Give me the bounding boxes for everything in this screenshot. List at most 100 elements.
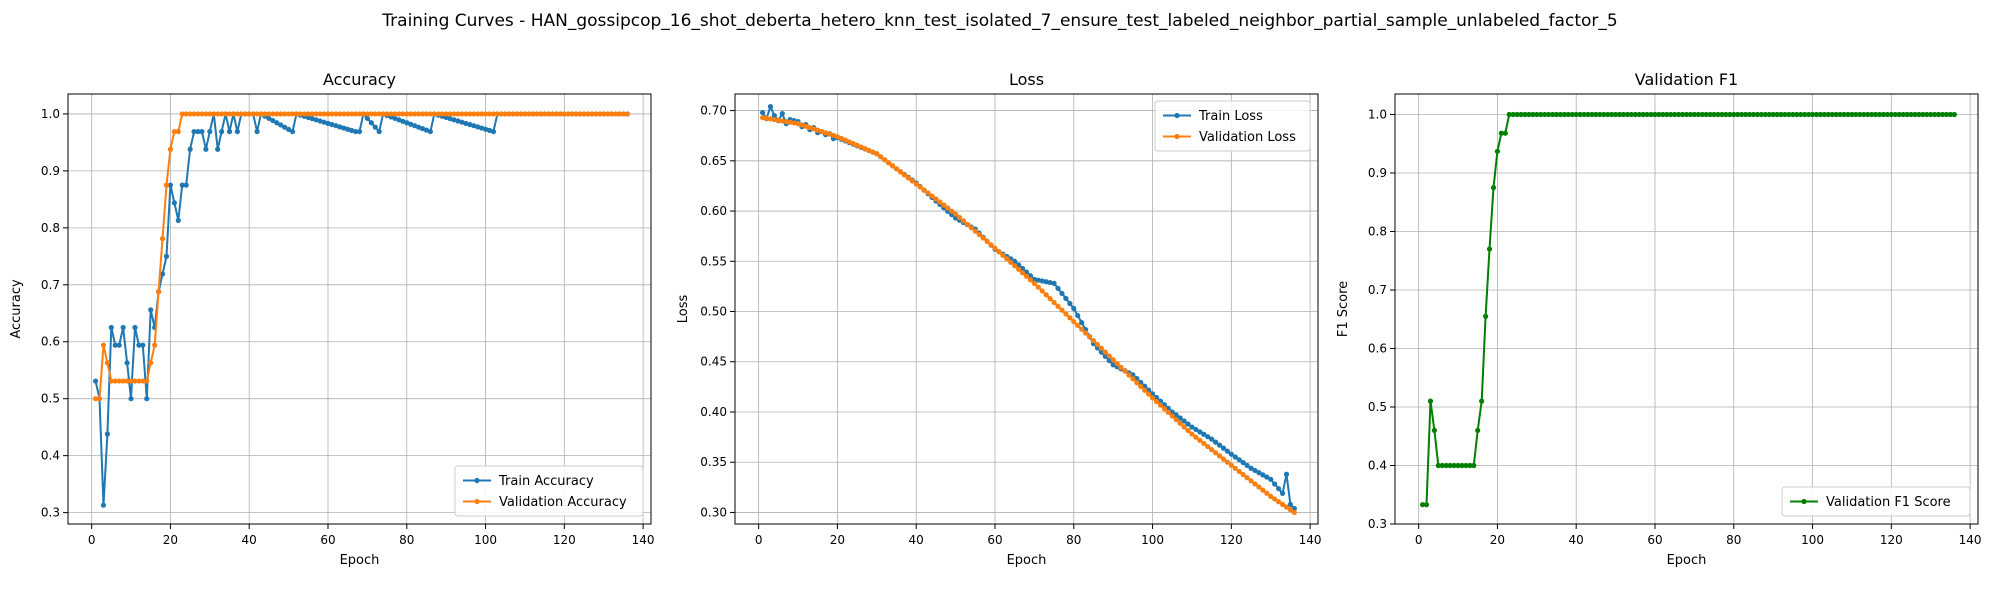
series-point-f1 xyxy=(1943,111,1950,118)
series-point-validation xyxy=(897,169,904,175)
series-point-validation xyxy=(807,124,813,131)
series-point-validation xyxy=(775,117,781,123)
series-point-validation xyxy=(285,111,292,117)
series-point-train xyxy=(1016,262,1022,268)
y-axis-label: Loss xyxy=(676,295,691,324)
series-point-validation xyxy=(171,128,177,135)
x-tick-label: 120 xyxy=(1220,533,1243,547)
series-point-validation xyxy=(1102,349,1108,355)
series-point-train xyxy=(1047,279,1053,286)
series-point-validation xyxy=(988,242,994,248)
series-point-train xyxy=(1291,505,1297,512)
series-point-f1 xyxy=(1506,111,1512,118)
series-point-validation xyxy=(415,111,422,117)
series-point-validation xyxy=(96,396,103,402)
series-point-train xyxy=(1169,409,1175,415)
series-point-f1 xyxy=(1742,111,1749,118)
series-point-validation xyxy=(352,111,359,117)
series-point-train xyxy=(408,121,414,127)
legend-swatch-marker xyxy=(474,477,480,484)
series-point-train xyxy=(1173,412,1179,418)
series-point-validation xyxy=(297,111,304,117)
series-point-validation xyxy=(909,178,915,184)
legend-swatch-marker xyxy=(1174,133,1180,140)
series-point-validation xyxy=(1283,504,1290,510)
series-point-validation xyxy=(949,208,955,214)
y-axis-label: Accuracy xyxy=(9,279,24,339)
series-point-validation xyxy=(1134,380,1140,386)
series-point-validation xyxy=(459,111,465,117)
series-point-validation xyxy=(759,115,766,121)
series-point-train xyxy=(333,123,339,129)
series-point-train xyxy=(124,360,130,366)
series-point-validation xyxy=(396,111,402,117)
series-point-f1 xyxy=(1869,111,1875,118)
series-point-validation xyxy=(455,111,461,117)
series-point-train xyxy=(112,342,118,348)
axes-frame xyxy=(1394,93,1979,525)
series-point-train xyxy=(163,253,170,259)
series-point-validation xyxy=(526,111,532,117)
series-point-f1 xyxy=(1494,148,1501,154)
series-point-train xyxy=(1197,429,1203,435)
series-point-validation xyxy=(293,111,300,117)
series-point-f1 xyxy=(1802,111,1808,118)
series-point-validation xyxy=(589,111,595,117)
series-point-f1 xyxy=(1644,111,1650,118)
series-point-f1 xyxy=(1530,111,1536,118)
series-point-validation xyxy=(901,172,907,178)
series-point-validation xyxy=(1130,376,1136,382)
series-point-validation xyxy=(1149,395,1156,401)
y-tick-label: 0.70 xyxy=(700,104,727,118)
series-point-validation xyxy=(479,111,485,117)
series-point-train xyxy=(1157,398,1164,404)
axes-frame xyxy=(67,93,652,525)
series-point-train xyxy=(1220,445,1227,451)
series-point-validation xyxy=(1019,270,1026,276)
series-point-validation xyxy=(803,123,809,129)
x-tick-label: 40 xyxy=(1569,533,1584,547)
series-point-train xyxy=(423,127,430,133)
series-point-validation xyxy=(372,111,378,117)
series-point-train xyxy=(278,122,284,128)
series-point-validation xyxy=(522,111,528,117)
series-point-validation xyxy=(1197,437,1203,443)
series-point-validation xyxy=(561,111,567,117)
series-point-train xyxy=(1189,424,1195,430)
series-point-train xyxy=(179,182,185,188)
panel-title: Accuracy xyxy=(323,70,396,89)
series-point-f1 xyxy=(1735,111,1741,118)
series-point-validation xyxy=(1244,475,1250,481)
series-point-validation xyxy=(1173,417,1179,423)
series-point-train xyxy=(337,124,343,130)
series-point-train xyxy=(321,119,327,125)
series-point-validation xyxy=(542,111,548,117)
series-point-validation xyxy=(1082,330,1089,336)
series-point-validation xyxy=(976,231,982,238)
series-point-train xyxy=(1063,295,1069,302)
legend-swatch-marker xyxy=(474,498,480,505)
series-point-validation xyxy=(1232,465,1238,471)
series-point-validation xyxy=(834,134,841,140)
series-point-validation xyxy=(1079,326,1085,332)
series-point-validation xyxy=(858,144,864,150)
series-point-train xyxy=(1232,454,1238,460)
series-point-f1 xyxy=(1431,427,1437,433)
series-point-validation xyxy=(763,115,770,121)
series-point-validation xyxy=(258,111,264,117)
series-point-validation xyxy=(616,111,623,117)
y-tick-label: 0.6 xyxy=(1368,341,1387,355)
series-point-validation xyxy=(518,111,524,117)
series-point-validation xyxy=(368,111,374,117)
y-tick-label: 0.30 xyxy=(700,505,727,519)
series-point-validation xyxy=(767,116,774,122)
series-point-train xyxy=(226,128,233,135)
series-point-validation xyxy=(1212,450,1219,456)
series-point-train xyxy=(1216,442,1223,448)
series-point-validation xyxy=(783,119,789,125)
series-point-validation xyxy=(1098,345,1104,351)
series-point-validation xyxy=(238,111,244,117)
series-point-train xyxy=(159,271,166,277)
series-point-validation xyxy=(1043,292,1049,298)
series-point-validation xyxy=(1122,368,1128,374)
